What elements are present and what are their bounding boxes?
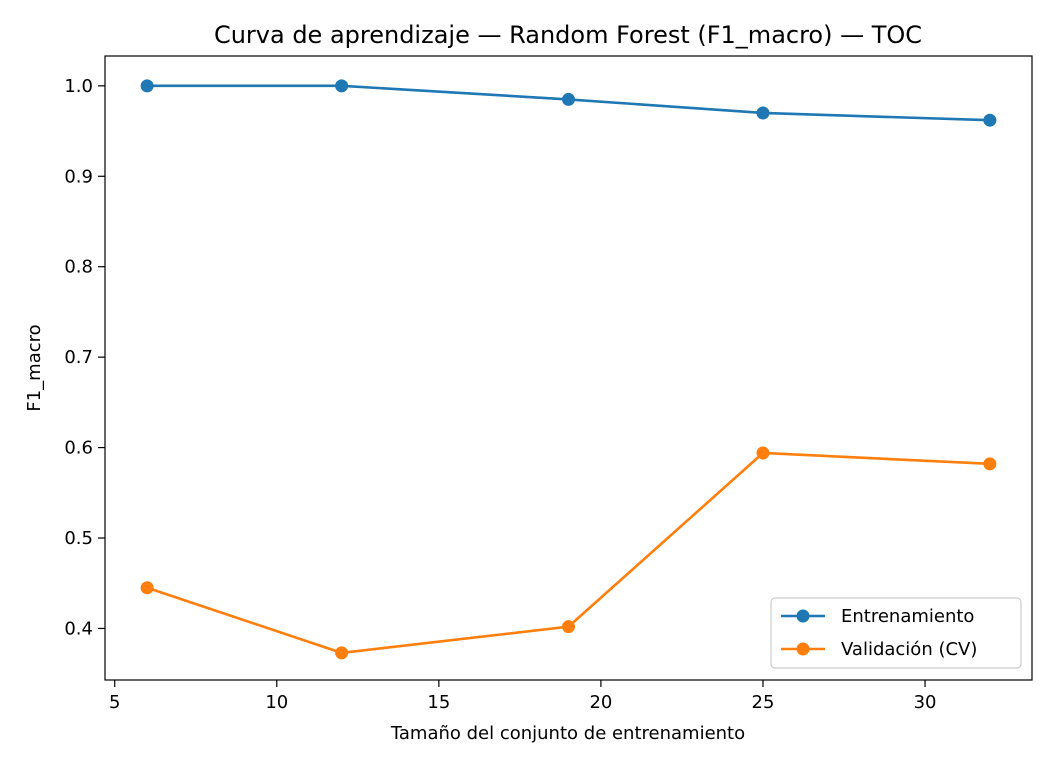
- data-point: [756, 106, 770, 120]
- legend-label: Validación (CV): [841, 639, 977, 660]
- data-point: [983, 457, 997, 471]
- x-axis-label: Tamaño del conjunto de entrenamiento: [390, 723, 745, 744]
- legend-item: Validación (CV): [781, 639, 977, 660]
- legend-item: Entrenamiento: [781, 606, 974, 627]
- chart-title: Curva de aprendizaje — Random Forest (F1…: [214, 21, 922, 49]
- data-point: [140, 79, 154, 93]
- x-axis-ticks: 5 10 15 20 25 30: [109, 680, 936, 713]
- legend-marker: [796, 609, 810, 623]
- data-point: [983, 113, 997, 127]
- data-point: [562, 92, 575, 106]
- y-axis-ticks: 0.4 0.5 0.6 0.7 0.8 0.9 1.0: [64, 76, 105, 639]
- y-tick-label: 0.8: [64, 257, 93, 278]
- data-point: [335, 646, 349, 660]
- y-tick-label: 1.0: [64, 76, 93, 97]
- y-tick-label: 0.9: [64, 166, 93, 187]
- x-tick-label: 15: [427, 692, 450, 713]
- series-layer: [140, 79, 997, 660]
- data-point: [335, 79, 349, 93]
- legend-marker: [796, 642, 810, 656]
- x-tick-label: 30: [914, 692, 937, 713]
- y-axis-label: F1_macro: [24, 324, 45, 411]
- x-tick-label: 25: [752, 692, 775, 713]
- series-validation: [140, 446, 997, 660]
- legend: Entrenamiento Validación (CV): [770, 597, 1022, 669]
- series-training: [140, 79, 997, 127]
- y-tick-label: 0.5: [64, 528, 93, 549]
- x-tick-label: 5: [109, 692, 120, 713]
- x-tick-label: 20: [589, 692, 612, 713]
- plot-area: [104, 55, 1033, 681]
- y-tick-label: 0.6: [64, 438, 93, 459]
- data-point: [756, 446, 770, 460]
- y-tick-label: 0.4: [64, 618, 93, 639]
- data-point: [562, 620, 575, 634]
- legend-label: Entrenamiento: [841, 606, 974, 627]
- legend-box: [770, 597, 1022, 669]
- x-tick-label: 10: [265, 692, 288, 713]
- data-point: [140, 581, 154, 595]
- y-tick-label: 0.7: [64, 347, 93, 368]
